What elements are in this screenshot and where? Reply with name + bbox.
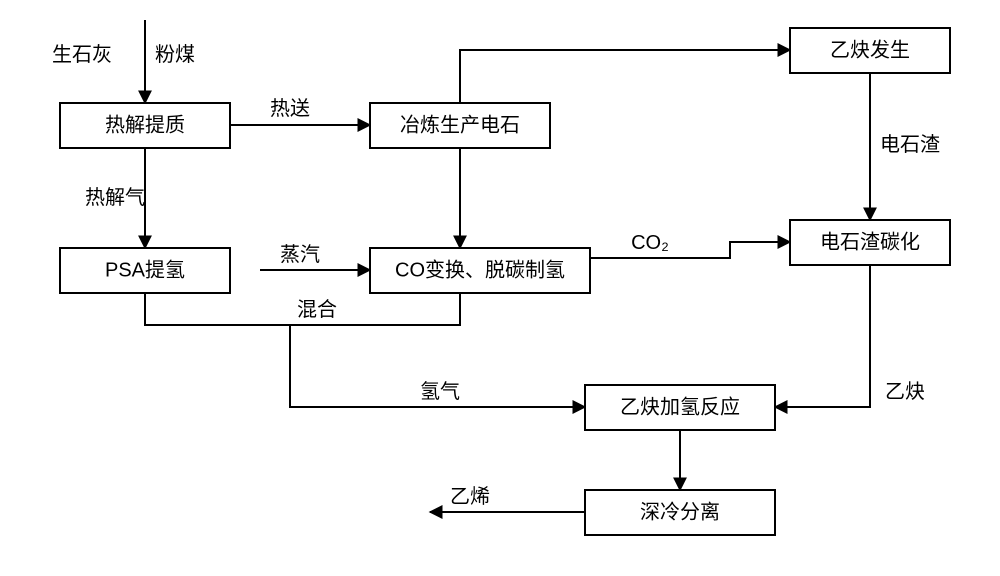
edge-smelt_acet xyxy=(460,50,790,110)
node-label-cryo: 深冷分离 xyxy=(640,501,720,524)
edge-label-mix_hydro: 氢气 xyxy=(420,380,460,403)
edge-label-acet_carb: 电石渣 xyxy=(880,133,940,156)
edge-acet_hydro xyxy=(775,265,870,407)
edge-shift_carb xyxy=(590,242,790,258)
edge-label-acet_hydro: 乙炔 xyxy=(885,380,925,403)
node-label-acetylene: 乙炔发生 xyxy=(830,39,910,62)
node-label-smelt: 冶炼生产电石 xyxy=(400,114,520,137)
node-label-carbide: 电石渣碳化 xyxy=(820,231,920,254)
edge-label-steam_in: 蒸汽 xyxy=(280,243,320,266)
node-label-shift: CO变换、脱碳制氢 xyxy=(395,259,565,282)
node-label-psa: PSA提氢 xyxy=(105,259,185,282)
edge-psa_mix xyxy=(145,293,290,325)
edge-label-shift_carb: CO₂ xyxy=(631,232,669,254)
edge-label-cryo_out: 乙烯 xyxy=(450,485,490,508)
free-label-quicklime: 生石灰 xyxy=(52,43,112,66)
edge-label-pyro_psa: 热解气 xyxy=(85,186,145,209)
node-label-pyrolysis: 热解提质 xyxy=(105,114,185,137)
edge-label-pyro_smelt: 热送 xyxy=(270,97,310,120)
edge-label-shift_mix: 混合 xyxy=(297,298,337,321)
free-label-coal: 粉煤 xyxy=(155,43,195,66)
node-label-hydro: 乙炔加氢反应 xyxy=(620,396,740,419)
